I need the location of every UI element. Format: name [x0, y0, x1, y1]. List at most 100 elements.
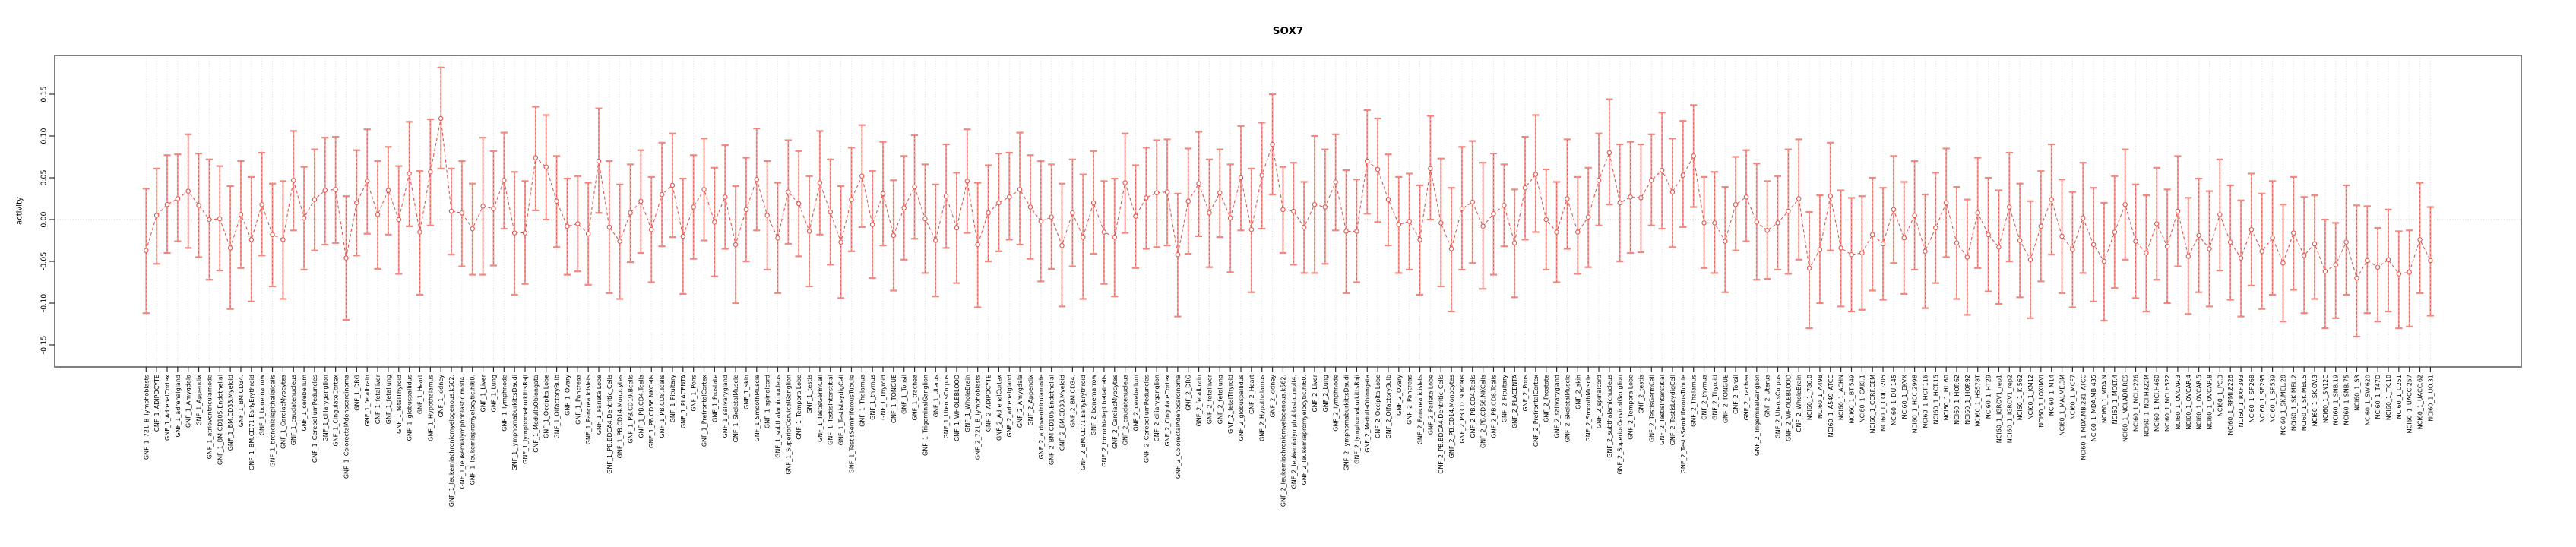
data-point: [1828, 193, 1834, 199]
x-tick-label: GNF_1_trachea: [912, 375, 919, 421]
x-tick-label: NCI60_1_HOP.92: [1964, 375, 1971, 425]
x-tick-label: GNF_2_PB.CD14.Monocytes: [1448, 375, 1455, 458]
data-point: [628, 210, 633, 216]
x-tick-label: GNF_2_Uterus: [1764, 375, 1771, 417]
x-tick-label: GNF_1_PrefrontalCortex: [701, 375, 708, 447]
data-point: [669, 182, 676, 188]
x-tick-label: NCI60_1_DU.145: [1891, 375, 1897, 425]
y-tick-label: 0.05: [40, 169, 49, 185]
x-tick-label: GNF_1_PLACENTA: [680, 374, 687, 428]
data-point: [543, 164, 549, 169]
x-tick-label: GNF_1_Appendix: [196, 375, 203, 426]
x-tick-label: GNF_1_lymphomaburkittsDaudi: [511, 375, 518, 471]
data-point: [1849, 251, 1854, 258]
data-point: [1154, 190, 1160, 196]
y-tick-label: -0.15: [40, 336, 49, 355]
x-tick-label: GNF_1_PB.BDCA4.Dentritic_Cells: [606, 375, 613, 474]
data-point: [1565, 196, 1570, 201]
x-tick-label: NCI60_1_U251: [2396, 375, 2403, 419]
data-point: [364, 179, 370, 184]
data-point: [1859, 250, 1865, 256]
data-point: [1438, 220, 1444, 226]
data-point: [891, 232, 897, 239]
x-tick-label: GNF_1_Thyroid: [880, 375, 887, 420]
data-point: [1333, 179, 1338, 185]
x-tick-label: GNF_1_lymphomaburkittsRaji: [522, 375, 529, 464]
data-point: [227, 245, 233, 251]
data-point: [986, 210, 991, 216]
data-point: [1270, 141, 1275, 147]
data-point: [1470, 199, 1476, 205]
x-tick-label: GNF_1_TestisInterstitial: [828, 375, 834, 445]
x-tick-label: NCI60_1_SK.MEL.2: [2290, 375, 2297, 431]
x-tick-label: GNF_1_Ovary: [564, 375, 571, 416]
x-tick-label: NCI60_1_HOP.62: [1954, 375, 1960, 425]
x-tick-label: NCI60_1_HCT.116: [1922, 375, 1929, 428]
data-point: [1428, 166, 1433, 172]
series-line: [145, 118, 2431, 280]
x-tick-label: GNF_1_Liver: [480, 374, 487, 412]
x-tick-label: GNF_2_BM.CD33.Myeloid: [1059, 375, 1066, 451]
x-tick-label: GNF_2_fetallung: [1217, 375, 1223, 424]
x-tick-label: GNF_2_leukemialymphoblastic.molt4.: [1290, 375, 1297, 489]
x-tick-label: NCI60_1_NCI.H460: [2154, 375, 2160, 432]
x-tick-label: GNF_2_testis: [1638, 375, 1644, 414]
x-tick-label: GNF_1_MedullaOblongata: [533, 375, 540, 453]
x-tick-label: GNF_1_CingulateCortex: [333, 375, 340, 447]
x-tick-label: GNF_2_ciliaryganglion: [1154, 375, 1160, 441]
data-point: [470, 226, 475, 232]
x-tick-label: GNF_1_fetalliver: [375, 374, 381, 424]
data-point: [2144, 250, 2149, 256]
x-tick-label: NCI60_1_SK.MEL.28: [2280, 375, 2286, 435]
x-tick-label: GNF_1_SmoothMuscle: [754, 375, 761, 442]
x-tick-label: GNF_1_ParietalLobe: [596, 375, 603, 435]
x-tick-label: GNF_1_thymus: [869, 375, 876, 420]
data-point: [1923, 248, 1928, 255]
data-point: [511, 230, 517, 236]
data-point: [1869, 232, 1875, 238]
x-tick-label: NCI60_1_IGROV1_rep1: [1995, 375, 2002, 443]
data-point: [2090, 242, 2097, 248]
data-point: [491, 206, 496, 211]
x-tick-label: GNF_1_BM.CD34.: [238, 375, 245, 427]
x-tick-label: NCI60_1_ACHN: [1838, 375, 1845, 420]
data-point: [1943, 200, 1949, 206]
x-tick-label: NCI60_1_NCI.H322M: [2143, 375, 2150, 437]
x-tick-label: NCI60_1_SNB.19: [2333, 375, 2340, 425]
data-point: [2017, 238, 2023, 243]
data-point: [1101, 229, 1107, 235]
x-tick-label: GNF_1_TestisLeydigCell: [838, 375, 845, 445]
x-tick-label: GNF_2_subthalamicnucleus: [1606, 375, 1613, 458]
x-tick-label: GNF_1_PB.CD8.Tcells: [659, 375, 666, 438]
data-point: [764, 213, 770, 218]
data-point: [964, 179, 970, 184]
x-tick-label: NCI60_1_COLO205: [1880, 375, 1887, 432]
x-tick-label: GNF_2_WHOLEBLOOD: [1785, 375, 1792, 441]
x-tick-label: GNF_1_fetalThyroid: [396, 375, 403, 434]
data-point: [2112, 229, 2118, 235]
data-point: [2175, 208, 2181, 214]
x-tick-label: GNF_1_Amygdala: [185, 375, 192, 428]
data-point: [428, 169, 433, 175]
data-point: [1964, 255, 1970, 260]
chart-title: SOX7: [1272, 25, 1304, 37]
x-tick-label: NCI60_1_HS578T: [1975, 375, 1982, 427]
data-point: [301, 215, 307, 221]
data-point: [1606, 150, 1612, 156]
x-tick-label: GNF_2_PB.CD19.Bcells: [1459, 375, 1466, 444]
data-point: [638, 198, 644, 204]
y-tick-label: 0.15: [40, 86, 49, 102]
data-point: [1511, 240, 1517, 246]
data-point: [2217, 212, 2223, 217]
x-tick-label: NCI60_1_LOXIMVI: [2038, 375, 2045, 428]
x-tick-label: NCI60_1_MDA.MB.231_ATCC: [2080, 375, 2087, 460]
x-tick-label: GNF_2_SuperiorCervicalGanglion: [1617, 375, 1624, 475]
data-point: [869, 222, 875, 227]
data-point: [2375, 264, 2381, 270]
x-tick-label: GNF_1_ADIPOCYTE: [153, 375, 160, 432]
x-tick-label: GNF_1_SkeletalMuscle: [733, 375, 739, 442]
data-point: [196, 203, 201, 208]
data-point: [838, 239, 843, 245]
data-point: [1122, 180, 1128, 185]
